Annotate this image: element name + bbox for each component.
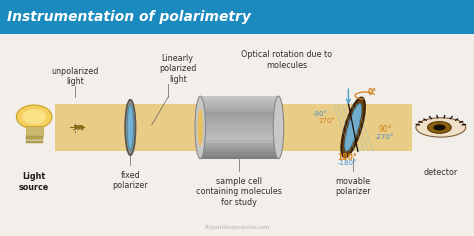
Text: -270°: -270° [375, 134, 394, 140]
FancyBboxPatch shape [26, 136, 43, 138]
FancyBboxPatch shape [26, 138, 43, 140]
Ellipse shape [22, 109, 46, 125]
FancyBboxPatch shape [200, 112, 279, 115]
Ellipse shape [345, 104, 362, 151]
Ellipse shape [197, 109, 203, 146]
FancyBboxPatch shape [200, 99, 279, 102]
Ellipse shape [16, 105, 52, 129]
FancyBboxPatch shape [26, 141, 43, 143]
FancyBboxPatch shape [200, 127, 279, 131]
Text: Priyamstudycentre.com: Priyamstudycentre.com [204, 225, 270, 230]
Text: Optical rotation due to
molecules: Optical rotation due to molecules [241, 50, 332, 70]
FancyBboxPatch shape [55, 104, 412, 151]
Text: 270°: 270° [319, 118, 336, 124]
Ellipse shape [125, 100, 136, 155]
FancyBboxPatch shape [200, 121, 279, 124]
FancyBboxPatch shape [200, 96, 279, 99]
FancyBboxPatch shape [200, 143, 279, 146]
FancyBboxPatch shape [200, 156, 279, 159]
FancyBboxPatch shape [200, 115, 279, 118]
FancyBboxPatch shape [200, 140, 279, 143]
FancyBboxPatch shape [200, 105, 279, 109]
Circle shape [433, 124, 446, 131]
FancyBboxPatch shape [200, 146, 279, 149]
Text: 0°: 0° [367, 88, 376, 97]
Ellipse shape [341, 98, 365, 157]
Text: Light
source: Light source [19, 172, 49, 192]
Circle shape [428, 122, 451, 133]
FancyBboxPatch shape [200, 137, 279, 140]
FancyBboxPatch shape [200, 131, 279, 134]
FancyBboxPatch shape [200, 152, 279, 156]
FancyBboxPatch shape [200, 102, 279, 105]
FancyBboxPatch shape [200, 134, 279, 137]
FancyBboxPatch shape [200, 118, 279, 121]
Text: movable
polarizer: movable polarizer [335, 177, 371, 196]
Text: fixed
polarizer: fixed polarizer [112, 171, 148, 190]
FancyBboxPatch shape [200, 124, 279, 127]
Text: -90°: -90° [313, 111, 328, 118]
Text: unpolarized
light: unpolarized light [51, 67, 99, 86]
Text: Linearly
polarized
light: Linearly polarized light [159, 54, 196, 84]
Ellipse shape [273, 96, 283, 159]
Ellipse shape [195, 96, 206, 159]
Text: 90°: 90° [378, 125, 392, 134]
FancyBboxPatch shape [200, 149, 279, 152]
Ellipse shape [416, 118, 465, 137]
FancyBboxPatch shape [200, 109, 279, 112]
Text: sample cell
containing molecules
for study: sample cell containing molecules for stu… [196, 177, 283, 207]
Text: Instrumentation of polarimetry: Instrumentation of polarimetry [7, 10, 251, 25]
FancyBboxPatch shape [26, 126, 43, 136]
FancyBboxPatch shape [0, 0, 474, 34]
Ellipse shape [127, 105, 134, 150]
Text: detector: detector [424, 168, 458, 177]
Text: 180°: 180° [337, 153, 357, 162]
Text: -180°: -180° [337, 160, 357, 166]
